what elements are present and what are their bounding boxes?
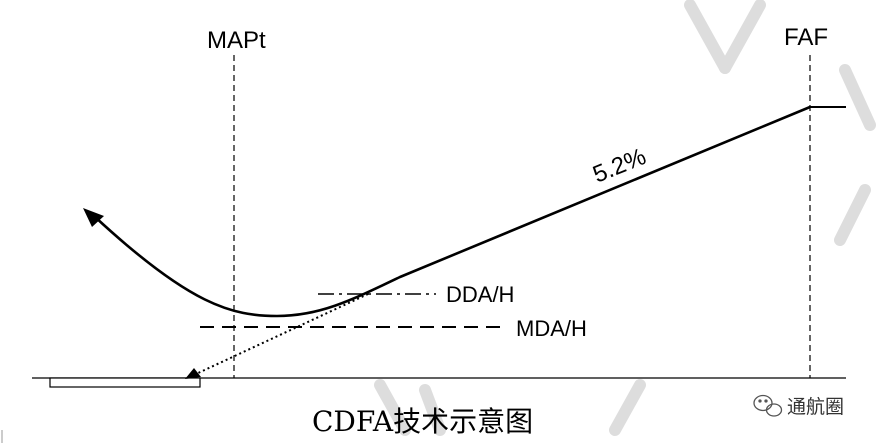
runway-arrowhead [185, 368, 201, 379]
watermark-text: 通航圈 [787, 396, 844, 418]
missed-approach-arrowhead [83, 208, 104, 227]
diagram-caption: CDFA技术示意图 [312, 405, 533, 438]
wechat-logo-icon [753, 394, 783, 417]
descent-flight-path [93, 105, 811, 318]
faf-label: FAF [784, 24, 828, 51]
descent-extension-dotted [195, 293, 369, 375]
gradient-label: 5.2% [589, 143, 650, 189]
runway [49, 377, 201, 388]
dda-label: DDA/H [446, 282, 514, 307]
mapt-label: MAPt [207, 27, 266, 54]
mda-label: MDA/H [516, 316, 587, 341]
background-watermark-strokes [374, 0, 876, 436]
